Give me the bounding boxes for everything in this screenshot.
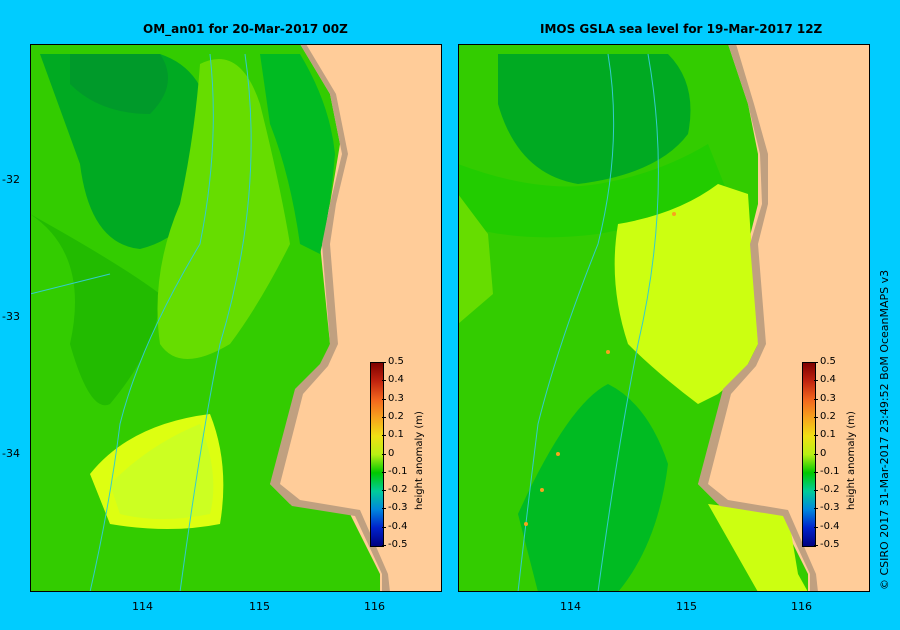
colorbar-tick (814, 417, 818, 418)
colorbar-tick-label: 0.5 (388, 356, 404, 367)
colorbar-tick-label: -0.2 (388, 484, 408, 495)
colorbar-tick (814, 435, 818, 436)
colorbar-tick-label: -0.3 (820, 502, 840, 513)
y-axis-label: -32 (2, 173, 20, 186)
colorbar-tick-label: 0.3 (820, 393, 836, 404)
colorbar-tick (814, 527, 818, 528)
colorbar-tick-label: -0.4 (820, 521, 840, 532)
colorbar-tick-label: -0.2 (820, 484, 840, 495)
left-panel-title: OM_an01 for 20-Mar-2017 00Z (143, 22, 348, 36)
right-colorbar: 0.5 0.4 0.3 0.2 0.1 0 -0.1 -0.2 -0.3 -0.4 -0.5 hei… (802, 356, 862, 550)
colorbar-tick (382, 435, 386, 436)
colorbar-tick-label: -0.4 (388, 521, 408, 532)
colorbar-tick (814, 490, 818, 491)
colorbar-tick-label: 0 (820, 448, 827, 459)
colorbar-tick-label: 0 (388, 448, 395, 459)
left-map-panel (30, 44, 442, 592)
colorbar-tick (814, 508, 818, 509)
colorbar-unit-label: height anomaly (m) (846, 411, 857, 510)
credit-text: © CSIRO 2017 31-Mar-2017 23:49:52 BoM Oc… (878, 269, 891, 590)
x-axis-label: 116 (791, 600, 812, 613)
right-panel-title: IMOS GSLA sea level for 19-Mar-2017 12Z (540, 22, 823, 36)
colorbar-tick (382, 527, 386, 528)
colorbar-tick-label: 0.2 (388, 411, 404, 422)
colorbar-tick-label: -0.5 (388, 539, 408, 550)
colorbar-tick-label: -0.3 (388, 502, 408, 513)
left-colorbar: 0.5 0.4 0.3 0.2 0.1 0 -0.1 -0.2 -0.3 -0.4 -0.5 hei… (370, 356, 430, 550)
colorbar-tick (382, 472, 386, 473)
colorbar-tick (814, 362, 818, 363)
colorbar-tick (814, 399, 818, 400)
x-axis-label: 115 (676, 600, 697, 613)
colorbar-tick-label: 0.1 (820, 429, 836, 440)
x-axis-label: 114 (132, 600, 153, 613)
colorbar-tick (814, 545, 818, 546)
colorbar-tick (382, 490, 386, 491)
colorbar-tick (382, 417, 386, 418)
colorbar-tick (382, 399, 386, 400)
colorbar-tick (382, 545, 386, 546)
x-axis-label: 114 (560, 600, 581, 613)
colorbar-tick-label: 0.3 (388, 393, 404, 404)
colorbar-tick-label: 0.4 (388, 374, 404, 385)
y-axis-label: -33 (2, 310, 20, 323)
colorbar-tick-label: -0.5 (820, 539, 840, 550)
x-axis-label: 115 (249, 600, 270, 613)
x-axis-label: 116 (364, 600, 385, 613)
right-map-field (458, 44, 870, 592)
colorbar-tick (382, 454, 386, 455)
colorbar-tick-label: 0.4 (820, 374, 836, 385)
y-axis-label: -34 (2, 447, 20, 460)
colorbar-tick (814, 380, 818, 381)
colorbar-tick (382, 380, 386, 381)
colorbar-tick (814, 472, 818, 473)
left-map-field (30, 44, 442, 592)
colorbar-tick (814, 454, 818, 455)
colorbar-unit-label: height anomaly (m) (414, 411, 425, 510)
colorbar-tick-label: -0.1 (820, 466, 840, 477)
colorbar-tick (382, 362, 386, 363)
right-map-panel (458, 44, 870, 592)
colorbar-tick-label: 0.2 (820, 411, 836, 422)
colorbar-tick-label: 0.1 (388, 429, 404, 440)
colorbar-tick (382, 508, 386, 509)
colorbar-tick-label: 0.5 (820, 356, 836, 367)
colorbar-tick-label: -0.1 (388, 466, 408, 477)
